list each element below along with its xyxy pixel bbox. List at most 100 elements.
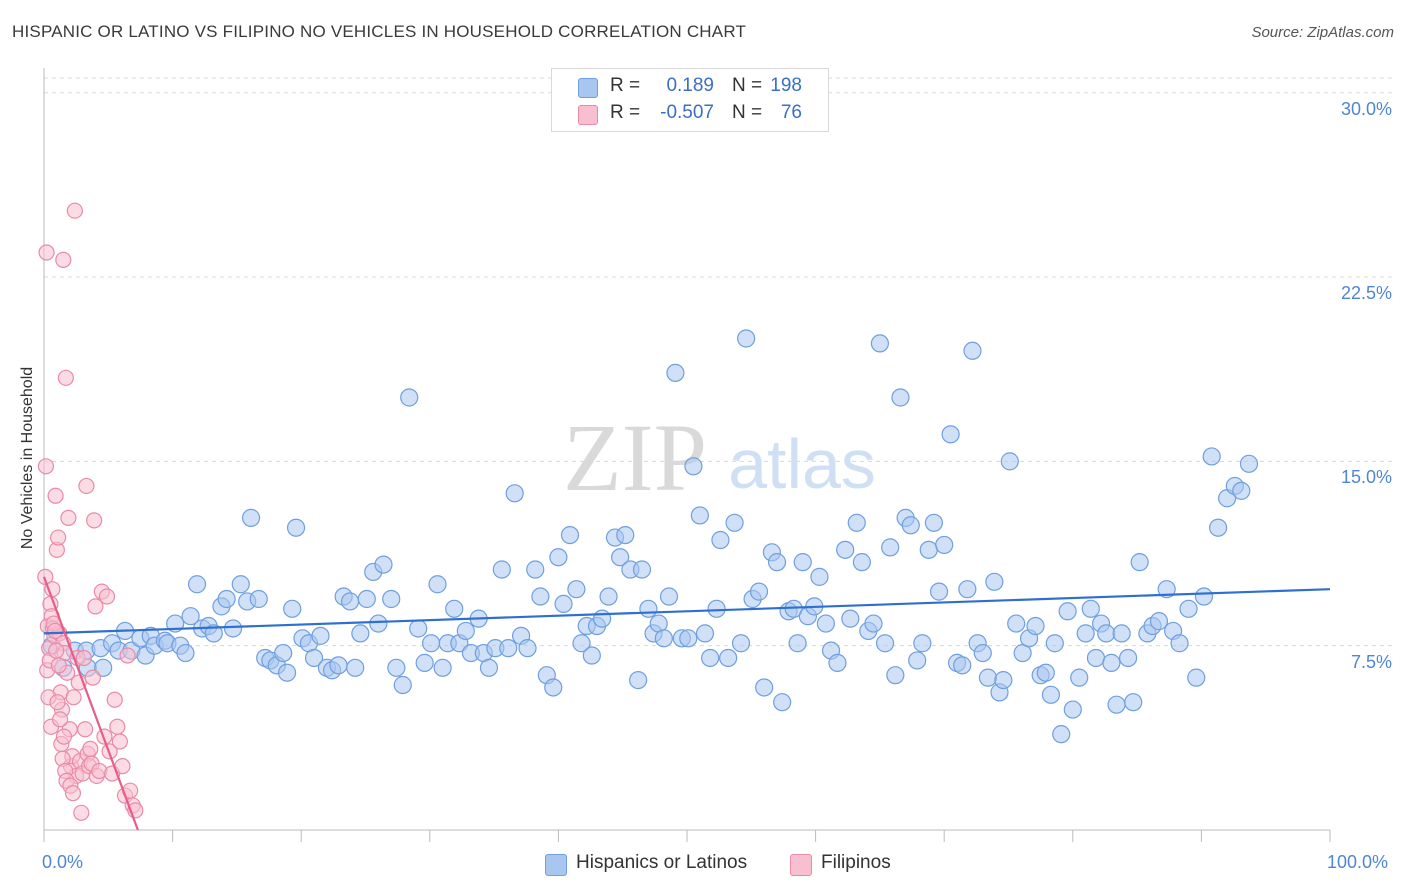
bottom-legend-filipinos: Filipinos xyxy=(821,852,891,873)
hispanics-point xyxy=(767,553,787,572)
filipinos-point xyxy=(46,622,64,640)
filipinos-point xyxy=(66,202,83,219)
y-axis-label: No Vehicles in Household xyxy=(19,366,36,550)
legend-r-label: R = xyxy=(610,102,641,123)
hispanics-point xyxy=(181,607,200,626)
hispanics-point xyxy=(518,639,537,658)
hispanics-point xyxy=(788,634,807,653)
filipinos-point xyxy=(48,642,65,659)
hispanics-point xyxy=(582,646,601,665)
legend-n-label: N = xyxy=(732,75,763,96)
filipinos-point xyxy=(51,711,69,728)
hispanics-point xyxy=(1157,580,1176,599)
y-tick-label: 22.5% xyxy=(1340,283,1392,304)
hispanics-point xyxy=(901,516,920,535)
hispanics-point xyxy=(1070,668,1089,687)
hispanics-point xyxy=(749,582,769,601)
hispanics-point xyxy=(187,575,207,594)
hispanics-point xyxy=(1045,634,1064,653)
hispanics-point xyxy=(828,653,847,672)
hispanics-point xyxy=(492,560,511,579)
hispanics-point xyxy=(176,643,195,663)
filipinos-point xyxy=(50,529,67,546)
hispanics-point xyxy=(875,634,895,653)
y-tick-label: 7.5% xyxy=(1350,651,1392,672)
hispanics-point xyxy=(852,553,871,572)
hispanics-point xyxy=(953,656,972,675)
hispanics-point xyxy=(1232,481,1251,500)
hispanics-point xyxy=(1187,668,1206,687)
legend-n-label: N = xyxy=(732,102,763,123)
filipinos-point xyxy=(47,487,64,504)
hispanics-point xyxy=(283,599,302,618)
hispanics-point xyxy=(731,634,751,653)
hispanics-point xyxy=(1112,624,1131,643)
legend-swatch-filipinos xyxy=(578,105,598,125)
filipinos-point xyxy=(78,477,95,495)
hispanics-point xyxy=(445,599,464,618)
legend-swatch-hispanics xyxy=(578,78,598,98)
hispanics-point xyxy=(456,621,475,641)
hispanics-point xyxy=(841,609,860,628)
hispanics-point xyxy=(1239,454,1259,473)
filipinos-point xyxy=(98,588,116,605)
hispanics-point xyxy=(1081,599,1100,618)
hispanics-point xyxy=(684,457,703,476)
bottom-legend-swatch-hispanics xyxy=(545,854,567,876)
hispanics-point xyxy=(935,535,954,555)
hispanics-point xyxy=(701,648,720,668)
hispanics-point xyxy=(1124,693,1143,712)
filipinos-point xyxy=(57,369,74,386)
hispanics-point xyxy=(351,624,370,643)
hispanics-point xyxy=(1149,612,1169,631)
filipinos-point xyxy=(84,669,101,686)
legend-n-value: 76 xyxy=(780,102,802,123)
hispanics-point xyxy=(499,639,518,658)
bottom-legend-swatch-filipinos xyxy=(790,854,812,876)
hispanics-point xyxy=(719,648,738,668)
legend-r-value: 0.189 xyxy=(666,75,714,96)
hispanics-point xyxy=(1026,616,1045,636)
filipinos-point xyxy=(49,694,66,711)
filipinos-point xyxy=(60,509,77,526)
hispanics-point xyxy=(711,530,730,550)
filipinos-point xyxy=(77,721,94,738)
hispanics-point xyxy=(707,599,726,618)
hispanics-point xyxy=(1007,614,1026,633)
hispanics-point xyxy=(231,575,250,594)
filipinos-point xyxy=(50,657,67,674)
hispanics-point xyxy=(978,668,998,687)
series-hispanics-points xyxy=(42,329,1259,744)
filipinos-point xyxy=(38,244,55,261)
hispanics-point xyxy=(346,658,365,677)
filipinos-point xyxy=(55,728,73,745)
hispanics-point xyxy=(919,540,938,559)
legend-r-label: R = xyxy=(610,75,641,96)
hispanics-point xyxy=(773,693,792,712)
correlation-legend: R = 0.189 N = 198 R = -0.507 N = 76 xyxy=(551,68,829,132)
hispanics-point xyxy=(1202,447,1221,466)
hispanics-point xyxy=(1076,624,1095,643)
hispanics-point xyxy=(277,663,297,682)
hispanics-point xyxy=(963,341,982,360)
hispanics-point xyxy=(1179,599,1198,618)
hispanics-point xyxy=(374,555,393,574)
filipinos-point xyxy=(37,568,54,585)
hispanics-point xyxy=(1063,700,1082,719)
hispanics-point xyxy=(908,651,927,670)
hispanics-point xyxy=(223,619,243,638)
hispanics-point xyxy=(1086,648,1106,668)
hispanics-point xyxy=(393,675,412,695)
hispanics-point xyxy=(409,619,428,638)
filipinos-trend-line xyxy=(42,576,139,831)
filipinos-point xyxy=(55,251,72,268)
hispanics-point xyxy=(1097,624,1116,643)
hispanics-point xyxy=(421,634,441,653)
hispanics-point xyxy=(1170,634,1189,653)
filipinos-point xyxy=(106,691,123,708)
hispanics-point xyxy=(549,548,568,567)
hispanics-point xyxy=(755,678,774,697)
hispanics-point xyxy=(400,388,419,407)
hispanics-trend-line xyxy=(43,588,1331,635)
